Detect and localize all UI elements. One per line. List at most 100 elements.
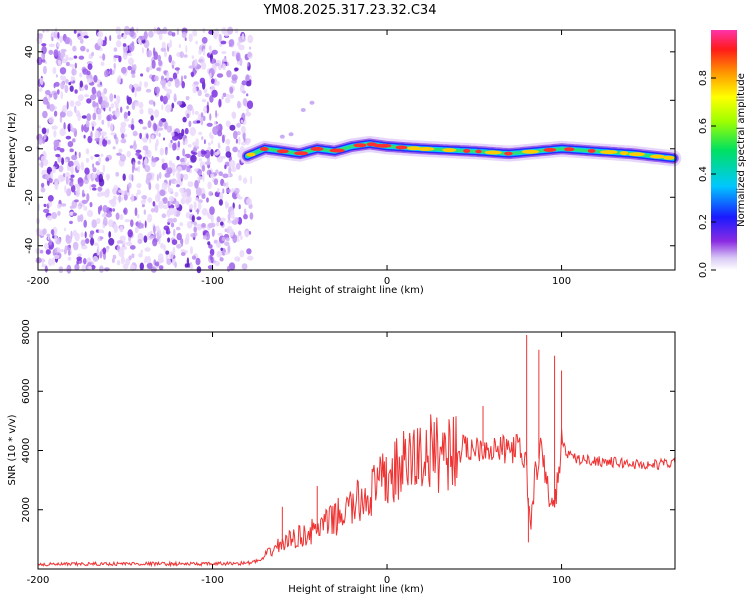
noise-speckle: [71, 154, 78, 161]
noise-speckle: [124, 118, 130, 122]
noise-speckle: [184, 137, 188, 145]
noise-speckle: [85, 157, 90, 163]
noise-speckle: [171, 132, 175, 137]
noise-speckle: [139, 120, 144, 125]
noise-speckle: [77, 178, 84, 187]
noise-speckle: [206, 122, 213, 127]
signal-peak: [475, 149, 482, 154]
noise-speckle: [247, 51, 252, 58]
noise-speckle: [81, 264, 87, 273]
noise-speckle: [197, 176, 204, 180]
noise-speckle: [164, 162, 168, 170]
noise-speckle: [137, 213, 140, 219]
noise-speckle: [213, 178, 219, 185]
noise-speckle: [197, 89, 202, 97]
noise-speckle: [206, 104, 210, 114]
noise-speckle: [77, 94, 84, 102]
noise-speckle: [168, 142, 173, 148]
noise-speckle: [172, 217, 177, 223]
noise-speckle: [65, 135, 72, 140]
noise-speckle: [221, 237, 226, 241]
noise-speckle: [40, 187, 46, 193]
noise-speckle: [212, 126, 219, 136]
noise-speckle: [85, 238, 90, 244]
noise-speckle: [124, 133, 128, 138]
noise-speckle: [169, 195, 175, 202]
colorbar-ticks: 0.0 0.2 0.4 0.6 0.8: [698, 70, 716, 278]
noise-speckle: [130, 219, 134, 227]
noise-speckle: [243, 214, 248, 220]
noise-speckle: [137, 165, 141, 173]
noise-speckle: [158, 32, 163, 41]
noise-speckle: [80, 232, 84, 238]
noise-speckle: [246, 197, 252, 206]
colorbar-tick-label: 0.8: [698, 70, 709, 86]
noise-speckle: [139, 35, 145, 41]
noise-speckle: [78, 151, 81, 159]
noise-speckle: [64, 36, 70, 45]
noise-speckle: [62, 105, 68, 113]
noise-speckle: [109, 35, 112, 42]
noise-speckle: [240, 235, 243, 241]
noise-speckle: [85, 148, 90, 155]
noise-speckle: [47, 195, 54, 202]
noise-speckle: [86, 113, 92, 122]
noise-speckle: [57, 32, 60, 39]
noise-speckle: [181, 75, 183, 84]
y-tick-label: 8000: [21, 319, 32, 344]
noise-speckle: [225, 151, 232, 158]
noise-speckle: [192, 147, 197, 153]
noise-speckle: [148, 108, 154, 116]
noise-speckle: [107, 119, 110, 128]
noise-speckle: [221, 27, 227, 35]
noise-speckle: [222, 188, 225, 194]
noise-speckle: [185, 196, 190, 205]
noise-speckle: [180, 252, 186, 256]
noise-speckle: [116, 95, 121, 104]
noise-speckle: [161, 158, 165, 164]
noise-speckle: [217, 130, 223, 137]
noise-speckle: [218, 155, 221, 159]
noise-speckle: [194, 179, 199, 189]
noise-speckle: [57, 59, 62, 67]
noise-speckle: [154, 86, 160, 94]
noise-speckle: [167, 80, 172, 87]
noise-speckle: [182, 116, 187, 123]
noise-speckle: [114, 101, 117, 105]
noise-speckle: [38, 33, 43, 40]
noise-speckle: [207, 181, 212, 190]
noise-speckle: [236, 61, 241, 65]
noise-speckle: [144, 247, 151, 252]
noise-speckle: [226, 188, 231, 193]
noise-speckle: [208, 190, 213, 197]
noise-speckle: [170, 60, 176, 66]
noise-speckle: [198, 158, 203, 162]
noise-speckle: [228, 43, 232, 47]
noise-speckle: [221, 50, 227, 55]
noise-speckle: [143, 31, 148, 40]
signal-peak: [259, 147, 269, 151]
noise-speckle: [202, 173, 205, 182]
noise-speckle: [186, 113, 190, 119]
noise-speckle: [96, 217, 101, 225]
noise-speckle: [112, 146, 116, 150]
noise-speckle: [153, 225, 156, 234]
noise-speckle: [166, 72, 170, 81]
noise-speckle: [164, 147, 168, 156]
noise-speckle: [73, 55, 78, 59]
noise-speckle: [221, 134, 225, 144]
noise-speckle: [168, 160, 173, 167]
noise-speckle: [91, 184, 97, 188]
noise-speckle: [167, 43, 171, 48]
noise-speckle: [90, 131, 93, 139]
noise-speckle: [67, 160, 74, 168]
noise-speckle: [89, 230, 95, 235]
noise-speckle: [147, 213, 153, 223]
noise-speckle: [80, 239, 86, 247]
noise-speckle: [99, 55, 102, 59]
noise-speckle: [186, 221, 193, 229]
noise-speckle: [101, 100, 107, 109]
noise-speckle: [166, 125, 173, 133]
noise-speckle: [102, 247, 107, 255]
noise-speckle: [65, 234, 70, 241]
